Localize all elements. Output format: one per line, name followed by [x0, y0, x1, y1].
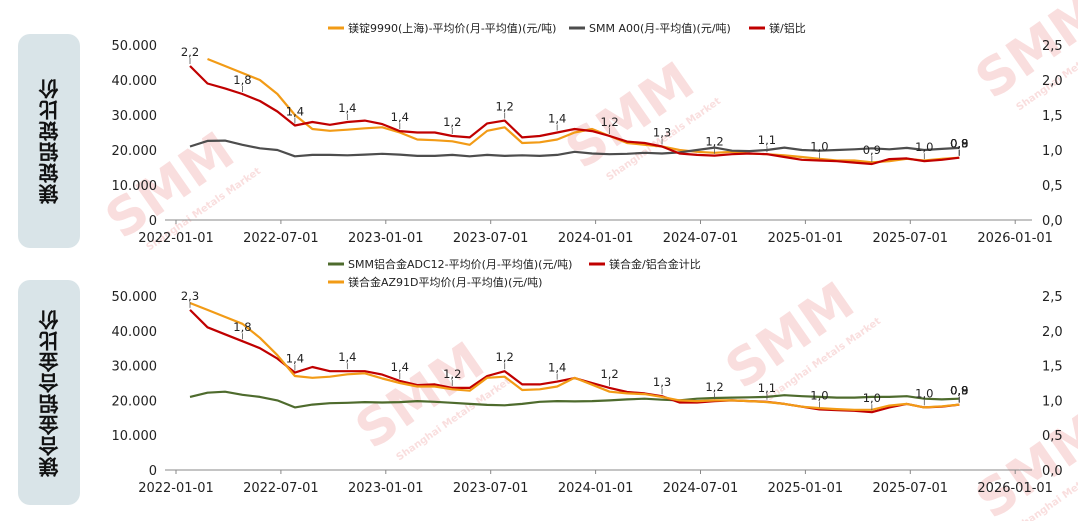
chart1-y-left-tick: 10.000	[112, 179, 158, 194]
chart2-x-tick: 2025-01-01	[768, 481, 844, 496]
chart2-x-tick: 2022-07-01	[243, 481, 319, 496]
chart2-y-left-tick: 40.000	[112, 325, 158, 340]
chart2-x-tick: 2026-01-01	[977, 481, 1053, 496]
chart2-data-label: 1,2	[600, 367, 618, 381]
chart2-y-right-tick: 2,0	[1042, 325, 1063, 340]
chart2-x-tick: 2022-01-01	[138, 481, 214, 496]
chart2-data-label: 0,9	[950, 384, 968, 398]
chart2-series-0-line	[189, 390, 960, 409]
chart1-x-tick: 2025-07-01	[873, 231, 949, 246]
chart1-series-2-line	[189, 65, 960, 166]
chart2-y-right-tick: 1,0	[1042, 394, 1063, 409]
chart1-data-label: 1,0	[915, 140, 933, 154]
chart2-legend-label: SMM铝合金ADC12-平均价(月-平均值)(元/吨)	[348, 257, 572, 271]
chart1-data-label: 1,2	[705, 135, 723, 149]
chart1-data-label: 1,3	[653, 126, 671, 140]
chart2-data-label: 1,0	[810, 388, 828, 402]
chart1-data-label: 1,4	[338, 101, 356, 115]
chart1: 0 10.000 20.000 30.000 40.000 50.000 0,0 0,5 1,0…	[112, 21, 1063, 246]
chart1-data-label: 0,8	[950, 137, 968, 151]
chart2-x-tick: 2024-07-01	[663, 481, 739, 496]
chart2-x-tick: 2023-01-01	[348, 481, 424, 496]
chart1-y-left-tick: 0	[149, 214, 157, 229]
chart2-y-left-tick: 0	[149, 464, 157, 479]
chart1-y-right-tick: 0,5	[1042, 179, 1063, 194]
chart1-y-left-tick: 50.000	[112, 39, 158, 54]
watermark-logo: SMM	[965, 0, 1078, 111]
chart1-legend-label: 镁/铝比	[769, 21, 806, 35]
chart1-data-label: 1,8	[233, 73, 251, 87]
chart2-data-label: 0,9	[950, 384, 968, 398]
chart1-data-label: 1,4	[286, 105, 304, 119]
chart2-y-right-tick: 0,0	[1042, 464, 1063, 479]
chart2-series-2-line	[189, 301, 960, 411]
chart1-series-1-line	[189, 139, 960, 158]
chart2-data-label: 1,0	[863, 391, 881, 405]
chart1-y-left-tick: 40.000	[112, 74, 158, 89]
chart2-legend-label: 镁合金/铝合金计比	[609, 257, 701, 271]
chart1-legend-label: SMM A00(月-平均值)(元/吨)	[589, 22, 731, 35]
chart2-data-label: 1,1	[758, 381, 776, 395]
chart2-data-label: 0,9	[950, 384, 968, 398]
chart2-data-label: 0,8	[950, 384, 968, 398]
chart2-data-label: 1,4	[338, 350, 356, 364]
chart2-x-tick: 2024-01-01	[558, 481, 634, 496]
chart2-data-label: 1,2	[496, 350, 514, 364]
chart2-y-right-tick: 1,5	[1042, 360, 1063, 375]
chart2-y-left-tick: 30.000	[112, 360, 158, 375]
chart2-data-label: 1,2	[443, 367, 461, 381]
chart1-data-label: 2,2	[181, 45, 199, 59]
chart2-data-label: 1,4	[391, 360, 409, 374]
chart1-data-label: 0,9	[950, 137, 968, 151]
chart2: 0 10.000 20.000 30.000 40.000 50.000 0,0 0,5 1,0…	[112, 257, 1063, 496]
chart2-y-left-tick: 10.000	[112, 429, 158, 444]
chart1-x-tick: 2024-07-01	[663, 231, 739, 246]
chart2-data-label: 1,2	[705, 380, 723, 394]
chart1-data-label: 1,4	[548, 112, 566, 126]
chart2-data-label: 0,9	[950, 384, 968, 398]
chart2-y-right-tick: 0,5	[1042, 429, 1063, 444]
chart1-x-tick: 2025-01-01	[768, 231, 844, 246]
chart1-data-label: 0,9	[863, 143, 881, 157]
chart1-y-left-tick: 30.000	[112, 109, 158, 124]
chart1-data-label: 0,9	[950, 137, 968, 151]
chart2-data-label: 1,4	[286, 352, 304, 366]
chart1-y-right-tick: 1,0	[1042, 144, 1063, 159]
chart1-y-left-tick: 20.000	[112, 144, 158, 159]
chart1-data-label: 1,0	[810, 140, 828, 154]
chart1-y-right-tick: 0,0	[1042, 214, 1063, 229]
chart1-data-label: 1,2	[496, 100, 514, 114]
chart1-data-label: 1,1	[758, 133, 776, 147]
chart2-y-right-tick: 2,5	[1042, 290, 1063, 305]
chart1-data-label: 1,2	[600, 115, 618, 129]
chart1-x-tick: 2024-01-01	[558, 231, 634, 246]
chart1-data-label: 1,2	[443, 115, 461, 129]
chart2-data-label: 1,0	[915, 386, 933, 400]
chart1-side-label: 镁锭铝锭比价	[18, 34, 80, 248]
chart2-side-label: 镁合金铝合金比价	[18, 280, 80, 505]
chart1-x-tick: 2022-01-01	[138, 231, 214, 246]
chart2-data-label: 2,3	[181, 289, 199, 303]
chart2-data-label: 1,4	[548, 361, 566, 375]
chart1-data-label: 0,8	[950, 137, 968, 151]
chart1-legend-label: 镁锭9990(上海)-平均价(月-平均值)(元/吨)	[348, 21, 556, 35]
chart1-y-right-tick: 1,5	[1042, 109, 1063, 124]
chart1-x-tick: 2022-07-01	[243, 231, 319, 246]
chart1-x-tick: 2026-01-01	[977, 231, 1053, 246]
chart1-x-tick: 2023-07-01	[453, 231, 529, 246]
chart2-y-left-tick: 50.000	[112, 290, 158, 305]
chart1-y-right-tick: 2,0	[1042, 74, 1063, 89]
chart1-y-right-tick: 2,5	[1042, 39, 1063, 54]
chart1-x-tick: 2023-01-01	[348, 231, 424, 246]
chart2-x-tick: 2023-07-01	[453, 481, 529, 496]
chart2-y-left-tick: 20.000	[112, 394, 158, 409]
chart2-legend-label: 镁合金AZ91D平均价(月-平均值)(元/吨)	[348, 275, 542, 289]
chart2-data-label: 1,3	[653, 375, 671, 389]
chart1-data-label: 0,9	[950, 137, 968, 151]
chart1-data-label: 1,4	[391, 110, 409, 124]
chart2-data-label: 1,8	[233, 320, 251, 334]
chart2-x-tick: 2025-07-01	[873, 481, 949, 496]
